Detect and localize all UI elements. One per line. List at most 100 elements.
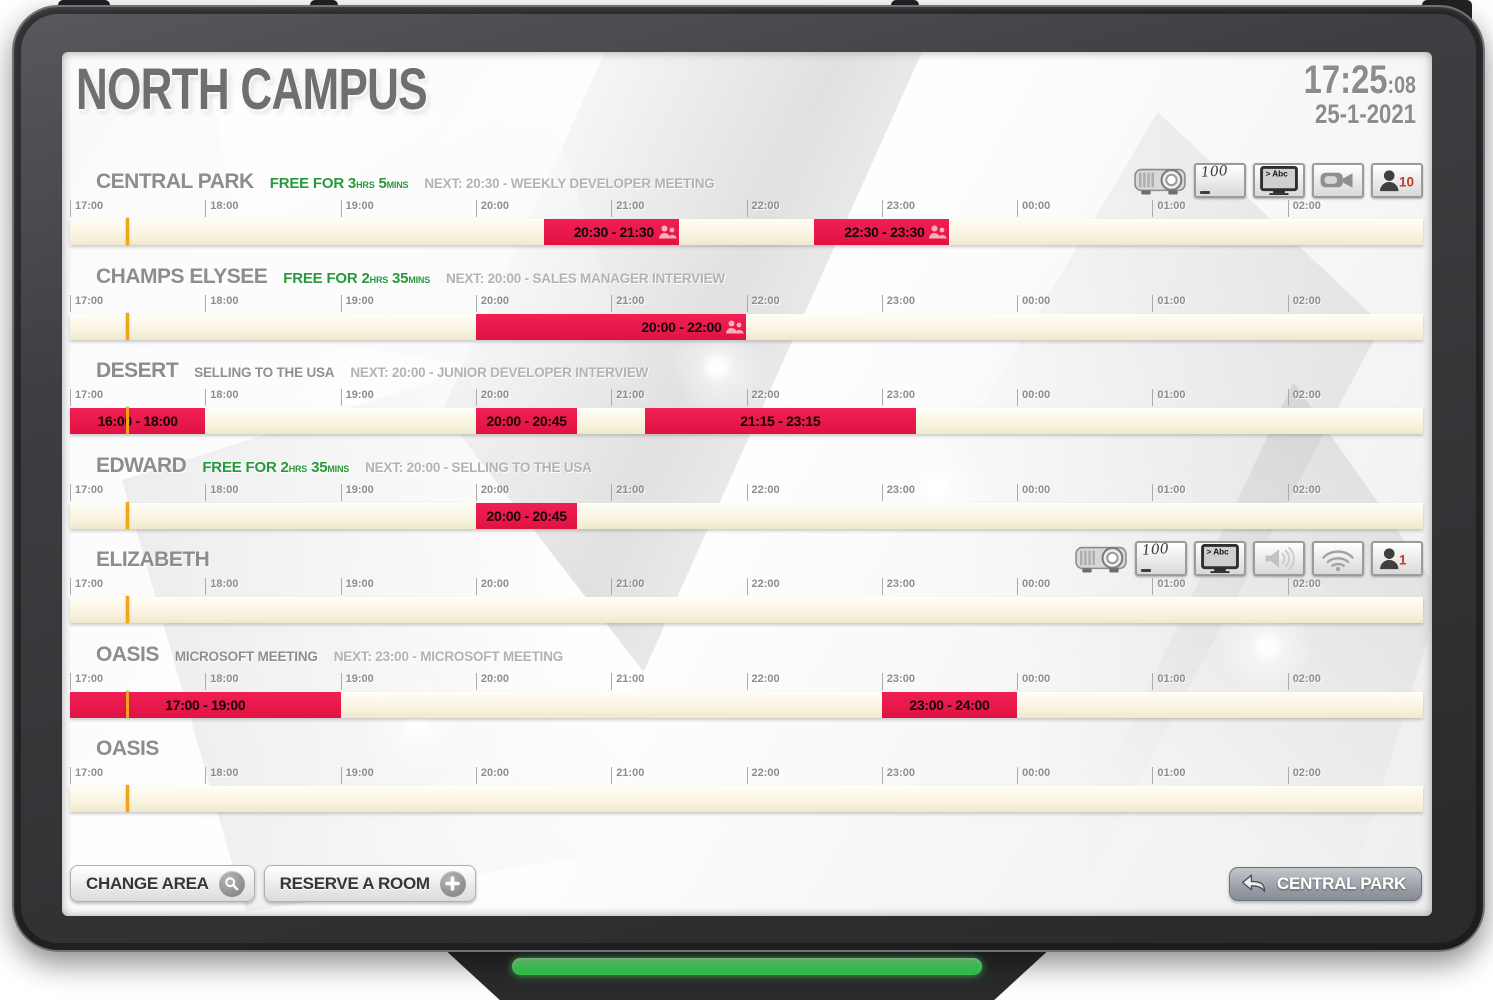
clock-date: 25-1-2021 (1315, 99, 1416, 129)
hour-label: 21:00 (611, 767, 644, 784)
clock: 17:25:08 25-1-2021 (1304, 60, 1416, 128)
hour-label: 01:00 (1152, 672, 1186, 690)
capacity-icon: 10 (1371, 163, 1423, 198)
hour-label: 00:00 (1017, 389, 1050, 406)
tv-icon: > Abc (1194, 541, 1246, 576)
hour-label: 19:00 (340, 483, 374, 501)
booking-time-label: 20:00 - 20:45 (486, 507, 567, 524)
booking-time-label: 20:00 - 20:45 (486, 413, 567, 429)
booking-time-label: 16:00 - 18:00 (97, 413, 178, 429)
svg-text:1: 1 (1399, 552, 1407, 567)
room-row: DESERT SELLING TO THE USA NEXT: 20:00 - … (70, 359, 1423, 454)
room-current-meeting: SELLING TO THE USA (194, 365, 335, 380)
hour-label: 00:00 (1017, 294, 1050, 312)
projector-icon (1074, 542, 1128, 576)
room-next-meeting: NEXT: 23:00 - MICROSOFT MEETING (333, 648, 564, 664)
booking-time-label: 17:00 - 19:00 (165, 696, 246, 713)
room-row: EDWARD FREE FOR 2HRS 35MINS NEXT: 20:00 … (70, 454, 1423, 549)
camera-icon (1312, 163, 1364, 198)
room-header: ELIZABETH 100 > Abc 1 (70, 541, 1423, 576)
attendees-icon (725, 319, 745, 335)
timeline-axis: 17:00 18:00 19:00 20:00 21:00 22:00 23:00 00:00… (70, 577, 1423, 597)
hour-label: 23:00 (881, 672, 915, 690)
attendees-icon (658, 224, 678, 240)
booking-block[interactable]: 20:00 - 20:45 (475, 502, 578, 529)
hour-label: 00:00 (1017, 578, 1050, 595)
room-list: CENTRAL PARK FREE FOR 3HRS 5MINS NEXT: 2… (70, 163, 1423, 832)
timeline-bar[interactable]: 20:00 - 20:45 (70, 501, 1423, 529)
booking-time-label: 20:00 - 22:00 (641, 318, 722, 335)
reserve-room-button[interactable]: RESERVE A ROOM (263, 865, 476, 902)
hour-label: 17:00 (70, 578, 103, 595)
hour-label: 18:00 (205, 672, 238, 690)
booking-block[interactable]: 22:30 - 23:30 (814, 219, 950, 245)
hour-label: 19:00 (340, 294, 374, 312)
room-name[interactable]: EDWARD (96, 453, 187, 477)
hour-label: 01:00 (1152, 483, 1186, 501)
hour-label: 01:00 (1152, 578, 1186, 595)
booking-time-label: 23:00 - 24:00 (909, 696, 990, 713)
search-icon (218, 870, 245, 897)
room-header: DESERT SELLING TO THE USA NEXT: 20:00 - … (70, 359, 1423, 385)
hour-label: 00:00 (1017, 483, 1050, 501)
hour-label: 01:00 (1152, 294, 1186, 312)
room-name[interactable]: CHAMPS ELYSEE (96, 264, 268, 288)
hour-label: 17:00 (70, 672, 103, 690)
hour-label: 21:00 (611, 578, 644, 595)
room-name[interactable]: OASIS (96, 737, 159, 760)
room-row: OASIS 17:00 18:00 19:00 20:00 21:00 22:00 23:0… (70, 737, 1423, 832)
timeline-bar[interactable]: 20:00 - 22:00 (70, 312, 1423, 340)
hour-label: 00:00 (1017, 200, 1050, 217)
room-next-meeting: NEXT: 20:00 - SALES MANAGER INTERVIEW (446, 270, 725, 286)
hour-label: 18:00 (205, 578, 238, 595)
attendees-icon (928, 224, 948, 240)
hour-label: 02:00 (1287, 767, 1321, 784)
current-time-indicator (126, 596, 130, 623)
back-arrow-icon (1241, 874, 1266, 893)
room-name[interactable]: ELIZABETH (96, 548, 210, 571)
status-led-green (512, 958, 982, 975)
room-name[interactable]: CENTRAL PARK (96, 170, 254, 193)
timeline-axis: 17:00 18:00 19:00 20:00 21:00 22:00 23:00 00:00… (70, 766, 1423, 786)
timeline-bar[interactable]: 16:00 - 18:00 20:00 - 20:45 21:15 - 23:15 (70, 407, 1423, 434)
hour-label: 23:00 (881, 200, 915, 217)
background-sparkle (362, 672, 472, 782)
hour-label: 21:00 (611, 389, 644, 406)
hour-label: 20:00 (475, 483, 509, 501)
room-header: EDWARD FREE FOR 2HRS 35MINS NEXT: 20:00 … (70, 454, 1423, 480)
hour-label: 00:00 (1017, 767, 1050, 784)
booking-block[interactable]: 20:30 - 21:30 (543, 219, 679, 245)
timeline-bar[interactable] (70, 785, 1423, 812)
room-shortcut-button[interactable]: CENTRAL PARK (1229, 866, 1422, 901)
hour-label: 00:00 (1017, 672, 1050, 690)
hour-label: 02:00 (1287, 483, 1321, 501)
hour-label: 22:00 (746, 389, 780, 406)
footer-toolbar: CHANGE AREA RESERVE A ROOM CENTRAL PARK (70, 865, 1422, 902)
booking-block[interactable]: 23:00 - 24:00 (881, 691, 1018, 718)
hour-label: 23:00 (881, 294, 915, 312)
current-time-indicator (126, 690, 130, 718)
timeline-bar[interactable]: 20:30 - 21:30 22:30 - 23:30 (70, 218, 1423, 245)
hour-label: 22:00 (746, 294, 780, 312)
booking-block[interactable]: 16:00 - 18:00 (70, 408, 206, 434)
booking-block[interactable]: 21:15 - 23:15 (645, 408, 916, 434)
room-name[interactable]: OASIS (96, 642, 159, 666)
booking-block[interactable]: 17:00 - 19:00 (70, 691, 341, 718)
hour-label: 22:00 (746, 578, 780, 595)
room-header: OASIS (70, 737, 1423, 763)
booking-block[interactable]: 20:00 - 20:45 (475, 408, 578, 434)
hour-label: 17:00 (70, 294, 103, 312)
room-header: CHAMPS ELYSEE FREE FOR 2HRS 35MINS NEXT:… (70, 265, 1423, 291)
room-header: OASIS MICROSOFT MEETING NEXT: 23:00 - MI… (70, 643, 1423, 669)
tv-icon: > Abc (1253, 163, 1305, 198)
timeline-bar[interactable]: 17:00 - 19:00 23:00 - 24:00 (70, 690, 1423, 718)
whiteboard-icon: 100 (1194, 163, 1246, 198)
booking-block[interactable]: 20:00 - 22:00 (475, 313, 747, 340)
room-equipment: 100 > Abc 1 (1074, 541, 1423, 576)
room-name[interactable]: DESERT (96, 359, 179, 382)
change-area-button[interactable]: CHANGE AREA (70, 865, 255, 902)
hour-label: 02:00 (1287, 294, 1321, 312)
room-next-meeting: NEXT: 20:30 - WEEKLY DEVELOPER MEETING (424, 176, 715, 191)
timeline-bar[interactable] (70, 596, 1423, 623)
hour-label: 20:00 (475, 200, 509, 217)
